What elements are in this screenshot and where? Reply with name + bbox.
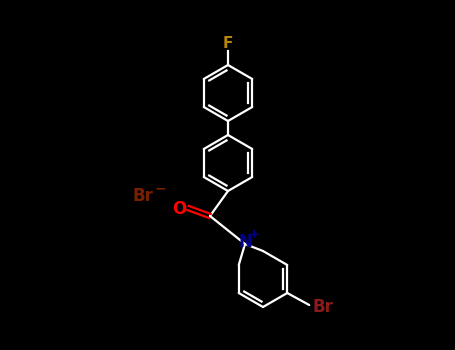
Text: O: O <box>172 200 186 218</box>
Text: N: N <box>238 233 252 251</box>
Text: F: F <box>223 35 233 50</box>
Text: Br: Br <box>132 187 153 205</box>
Text: +: + <box>249 229 259 241</box>
Text: −: − <box>154 181 166 195</box>
Text: Br: Br <box>313 298 334 316</box>
